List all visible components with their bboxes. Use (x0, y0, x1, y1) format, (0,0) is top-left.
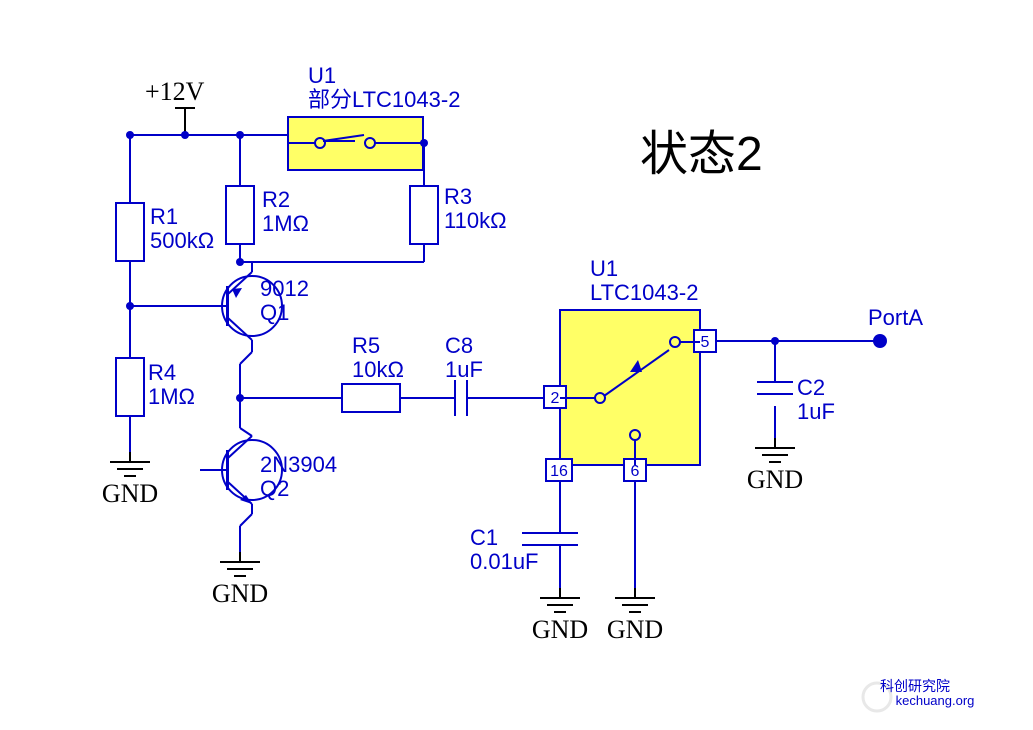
svg-text:5: 5 (701, 334, 710, 351)
svg-text:R2: R2 (262, 187, 290, 212)
svg-text:500kΩ: 500kΩ (150, 228, 214, 253)
svg-text:Q2: Q2 (260, 476, 289, 501)
svg-text:+12V: +12V (145, 77, 205, 106)
svg-text:1MΩ: 1MΩ (148, 384, 195, 409)
svg-text:R4: R4 (148, 360, 176, 385)
svg-text:16: 16 (550, 463, 568, 480)
svg-text:U1: U1 (590, 256, 618, 281)
svg-text:GND: GND (102, 479, 158, 508)
svg-text:kechuang.org: kechuang.org (896, 693, 975, 708)
svg-text:2: 2 (551, 390, 560, 407)
svg-text:C2: C2 (797, 375, 825, 400)
svg-text:科创研究院: 科创研究院 (880, 678, 950, 694)
svg-text:1uF: 1uF (797, 399, 835, 424)
svg-text:1uF: 1uF (445, 357, 483, 382)
svg-text:GND: GND (532, 615, 588, 644)
svg-text:0.01uF: 0.01uF (470, 549, 539, 574)
svg-text:1MΩ: 1MΩ (262, 211, 309, 236)
svg-text:110kΩ: 110kΩ (444, 208, 507, 233)
svg-text:R3: R3 (444, 184, 472, 209)
svg-text:C1: C1 (470, 525, 498, 550)
svg-text:U1: U1 (308, 63, 336, 88)
svg-text:GND: GND (747, 465, 803, 494)
svg-text:6: 6 (631, 463, 640, 480)
svg-text:PortA: PortA (868, 305, 923, 330)
svg-text:R1: R1 (150, 204, 178, 229)
svg-text:9012: 9012 (260, 276, 309, 301)
svg-text:2N3904: 2N3904 (260, 452, 337, 477)
svg-text:Q1: Q1 (260, 300, 289, 325)
svg-text:部分LTC1043-2: 部分LTC1043-2 (308, 87, 460, 112)
svg-text:LTC1043-2: LTC1043-2 (590, 280, 698, 305)
svg-text:GND: GND (607, 615, 663, 644)
svg-text:GND: GND (212, 579, 268, 608)
svg-text:10kΩ: 10kΩ (352, 357, 404, 382)
svg-text:R5: R5 (352, 333, 380, 358)
svg-text:状态2: 状态2 (640, 128, 763, 181)
svg-text:C8: C8 (445, 333, 473, 358)
